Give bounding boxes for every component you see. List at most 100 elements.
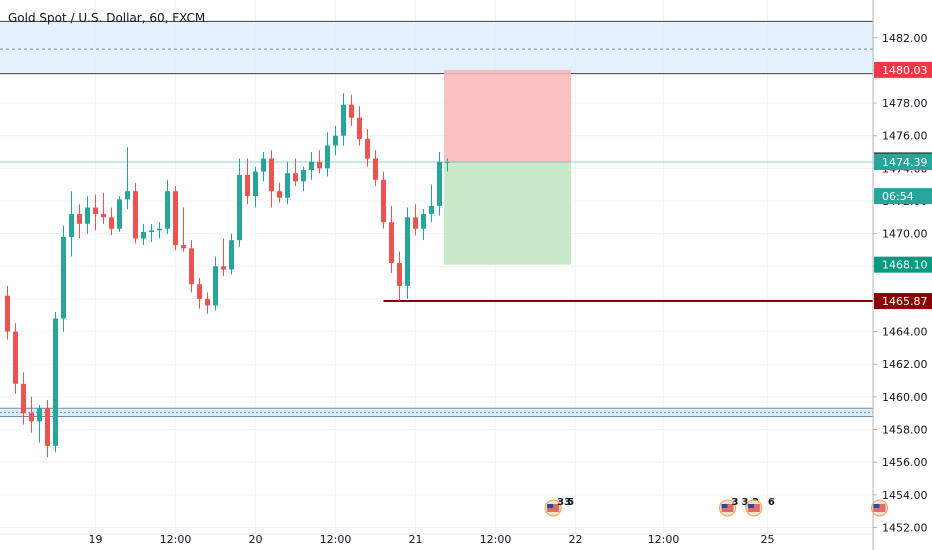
candle-body (373, 158, 378, 180)
candle-body (181, 245, 186, 249)
price-tag[interactable]: 1480.03 (874, 61, 932, 78)
economic-event-flag[interactable] (871, 499, 888, 517)
candle-body (197, 284, 202, 299)
flag-canton (547, 504, 554, 508)
candle-body (157, 228, 162, 231)
candle-body (317, 161, 322, 169)
drawing-annotations[interactable] (0, 20, 873, 417)
candle-body (365, 138, 370, 159)
price-tag-box (874, 153, 932, 170)
candle-body (189, 248, 194, 285)
flag-canton (873, 504, 880, 508)
time-tick-label: 21 (409, 533, 423, 546)
price-tag-label: 06:54 (882, 190, 914, 203)
candle-body (269, 158, 274, 192)
candle-body (149, 230, 154, 233)
candle-body (117, 199, 122, 229)
candle-body (125, 191, 130, 200)
economic-event-flag[interactable]: 335 (544, 497, 574, 517)
candle-body (13, 331, 18, 384)
time-tick-label: 22 (569, 533, 583, 546)
candle-body (93, 207, 98, 215)
price-tag-label: 1465.87 (882, 295, 928, 308)
flag-canton (721, 504, 728, 508)
candle-body (397, 263, 402, 286)
price-tag[interactable]: 1468.10 (874, 256, 932, 273)
candle-body (445, 161, 450, 163)
time-tick-label: 12:00 (320, 533, 352, 546)
time-tick-label: 20 (249, 533, 263, 546)
range-zone-fill[interactable] (0, 21, 873, 74)
price-tick-label: 1482.00 (882, 32, 928, 45)
price-tick-label: 1464.00 (882, 326, 928, 339)
candle-body (213, 266, 218, 306)
candle-body (253, 171, 258, 197)
candle-body (237, 174, 242, 241)
candle-body (261, 158, 266, 172)
price-tag-label: 1480.03 (882, 64, 928, 77)
time-tick-label: 12:00 (480, 533, 512, 546)
economic-event-flag[interactable]: 6 (745, 497, 775, 517)
candle-body (109, 217, 114, 229)
time-tick-label: 19 (89, 533, 103, 546)
price-tag[interactable]: 06:54 (874, 188, 932, 205)
take-profit-zone[interactable] (444, 161, 571, 265)
price-tag-box (874, 293, 932, 310)
candle-body (5, 295, 10, 332)
price-tick-label: 1460.00 (882, 391, 928, 404)
candle-body (85, 207, 90, 224)
price-tick-label: 1454.00 (882, 489, 928, 502)
candle-body (341, 104, 346, 136)
candle-body (309, 161, 314, 170)
time-tick-label: 12:00 (160, 533, 192, 546)
candle-body (53, 318, 58, 446)
candle-body (301, 169, 306, 182)
price-tag-box (874, 61, 932, 78)
candle-body (389, 222, 394, 264)
event-extra: 5 (567, 497, 574, 508)
event-extra: 6 (768, 497, 775, 508)
candle-body (413, 217, 418, 229)
candle-body (405, 217, 410, 286)
candle-body (333, 135, 338, 146)
candle-body (29, 413, 34, 422)
time-tick-label: 25 (761, 533, 775, 546)
price-tag-label: 1468.10 (882, 259, 928, 272)
candle-body (421, 214, 426, 229)
price-tag-box (874, 256, 932, 273)
candle-body (21, 383, 26, 414)
candle-body (69, 214, 74, 237)
price-tick-label: 1478.00 (882, 97, 928, 110)
candle-body (221, 266, 226, 270)
candle-body (37, 408, 42, 422)
candle-body (349, 104, 354, 118)
price-tick-label: 1476.00 (882, 130, 928, 143)
price-tag[interactable]: 1474.39 (874, 153, 932, 170)
candle-body (101, 214, 106, 218)
candle-body (325, 145, 330, 169)
price-tick-label: 1462.00 (882, 358, 928, 371)
price-tick-label: 1458.00 (882, 424, 928, 437)
price-tick-label: 1470.00 (882, 228, 928, 241)
candle-body (173, 191, 178, 246)
chart-title: Gold Spot / U.S. Dollar, 60, FXCM (8, 11, 205, 25)
event-count: 3 (732, 497, 739, 508)
candle-body (165, 191, 170, 229)
price-tag[interactable]: 1465.87 (874, 293, 932, 310)
price-tag-label: 1474.39 (882, 156, 928, 169)
candle-body (245, 174, 250, 197)
candle-body (429, 205, 434, 215)
time-tick-label: 12:00 (648, 533, 680, 546)
flag-canton (747, 504, 754, 508)
candle-body (437, 161, 442, 206)
price-tag-box (874, 188, 932, 205)
stop-loss-zone[interactable] (444, 69, 571, 162)
candle-body (381, 179, 386, 223)
candle-body (293, 173, 298, 182)
candle-body (205, 298, 210, 306)
candle-body (285, 173, 290, 198)
candle-body (61, 236, 66, 319)
